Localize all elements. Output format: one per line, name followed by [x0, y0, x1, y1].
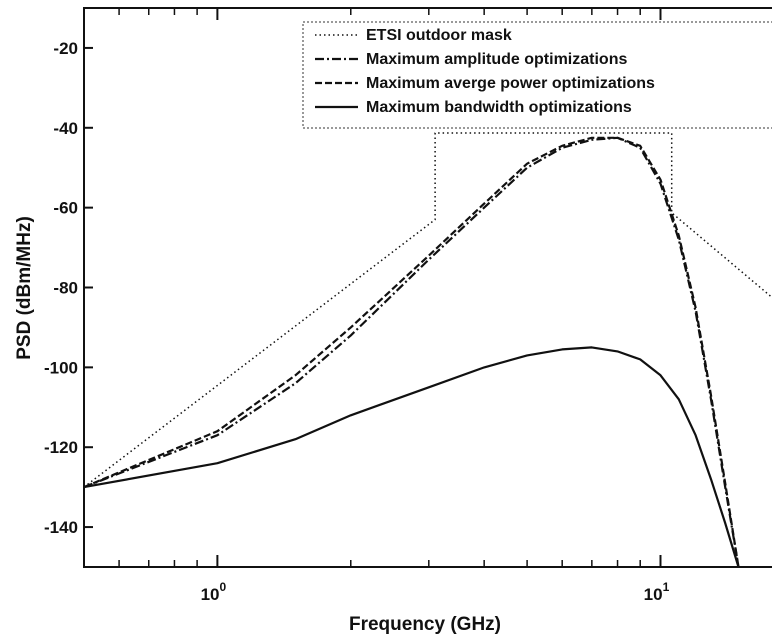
series-line-4 [83, 346, 740, 568]
legend: ETSI outdoor mask Maximum amplitude optim… [302, 21, 772, 129]
legend-label: Maximum averge power optimizations [366, 75, 655, 92]
legend-box [302, 21, 772, 129]
x-tick-base: 10 [644, 585, 663, 604]
legend-label: Maximum amplitude optimizations [366, 51, 627, 68]
y-tick-label: -140 [44, 518, 78, 537]
y-tick-label: -60 [53, 199, 78, 218]
x-tick-base: 10 [201, 585, 220, 604]
series-layer [83, 132, 772, 568]
x-tick-label: 101 [644, 580, 670, 604]
series-line-2 [83, 136, 740, 568]
x-tick-exponent: 1 [663, 580, 670, 594]
y-tick-label: -20 [53, 39, 78, 58]
series-line-1 [83, 132, 772, 488]
series-line-3 [83, 136, 740, 568]
plot-frame [83, 7, 772, 568]
x-axis-title: Frequency (GHz) [349, 614, 501, 635]
y-tick-label: -40 [53, 119, 78, 138]
y-tick-label: -80 [53, 279, 78, 298]
y-tick-label: -100 [44, 358, 78, 377]
legend-label: Maximum bandwidth optimizations [366, 99, 632, 116]
y-tick-label: -120 [44, 438, 78, 457]
x-tick-label: 100 [201, 580, 227, 604]
legend-label: ETSI outdoor mask [366, 27, 512, 44]
x-tick-exponent: 0 [220, 580, 227, 594]
y-axis-title: PSD (dBm/MHz) [14, 216, 35, 360]
